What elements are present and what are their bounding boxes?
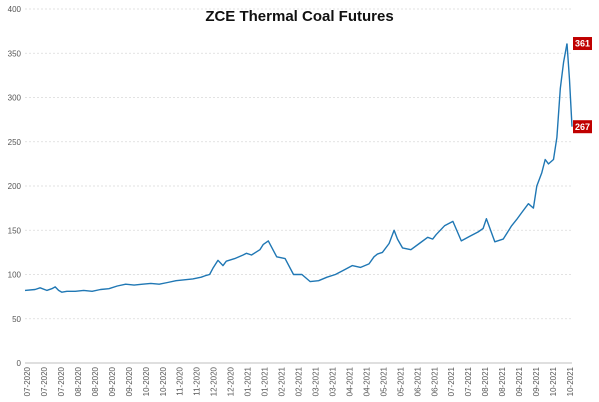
- callout-box-267: [573, 120, 592, 134]
- x-tick-label: 12-2020: [210, 366, 219, 396]
- x-tick-label: 10-2021: [566, 366, 575, 396]
- y-tick-label-250: 250: [8, 138, 22, 147]
- x-tick-label: 09-2021: [532, 366, 541, 396]
- x-tick-label: 09-2020: [125, 366, 134, 396]
- x-tick-label: 09-2021: [515, 366, 524, 396]
- x-tick-label: 07-2020: [57, 366, 66, 396]
- grid-layer: [25, 8, 572, 320]
- y-tick-label-100: 100: [8, 271, 22, 280]
- y-tick-label-200: 200: [8, 182, 22, 191]
- x-tick-label: 10-2020: [142, 366, 151, 396]
- x-tick-label: 03-2021: [311, 366, 320, 396]
- x-tick-label: 04-2021: [362, 366, 371, 396]
- x-tick-label: 06-2021: [413, 366, 422, 396]
- x-tick-label: 08-2020: [74, 366, 83, 396]
- series-line-2: [566, 43, 573, 127]
- x-tick-label: 02-2021: [295, 366, 304, 396]
- series-line-1: [24, 43, 568, 293]
- callout-label-267: 267: [575, 122, 590, 132]
- x-tick-label: 10-2021: [549, 366, 558, 396]
- x-tick-label: 02-2021: [278, 366, 287, 396]
- y-tick-label-350: 350: [8, 49, 22, 58]
- x-tick-label: 05-2021: [379, 366, 388, 396]
- x-tick-label: 01-2021: [261, 366, 270, 396]
- x-tick-label: 11-2020: [193, 366, 202, 395]
- y-tick-label-50: 50: [12, 315, 21, 324]
- chart-title: ZCE Thermal Coal Futures: [205, 8, 394, 25]
- x-tick-label: 07-2021: [464, 366, 473, 396]
- x-tick-label: 12-2020: [227, 366, 236, 396]
- x-tick-label: 08-2020: [91, 366, 100, 396]
- x-tick-label: 08-2021: [481, 366, 490, 396]
- x-tick-label: 05-2021: [396, 366, 405, 396]
- axis-layer: 0 50 100 150 200 250 300 350 400 07-2020 07-2020 07…: [8, 5, 575, 396]
- y-tick-label-150: 150: [8, 226, 22, 235]
- x-tick-label: 09-2020: [108, 366, 117, 396]
- x-tick-label: 11-2020: [176, 366, 185, 395]
- x-tick-label: 01-2021: [244, 366, 253, 396]
- x-tick-label: 08-2021: [498, 366, 507, 396]
- x-tick-label: 10-2020: [159, 366, 168, 396]
- x-tick-label: 07-2021: [447, 366, 456, 396]
- y-tick-label-400: 400: [8, 5, 22, 14]
- series-layer: [24, 43, 573, 293]
- x-tick-label: 07-2020: [23, 366, 32, 396]
- callout-label-361: 361: [575, 39, 590, 49]
- x-tick-label: 04-2021: [345, 366, 354, 396]
- y-tick-label-300: 300: [8, 94, 22, 103]
- x-tick-label: 06-2021: [430, 366, 439, 396]
- callout-box-361: [573, 37, 592, 51]
- x-tick-label: 03-2021: [328, 366, 337, 396]
- callout-layer: 361 267: [573, 37, 592, 134]
- x-tick-label: 07-2020: [40, 366, 49, 396]
- y-tick-label-0: 0: [17, 359, 22, 368]
